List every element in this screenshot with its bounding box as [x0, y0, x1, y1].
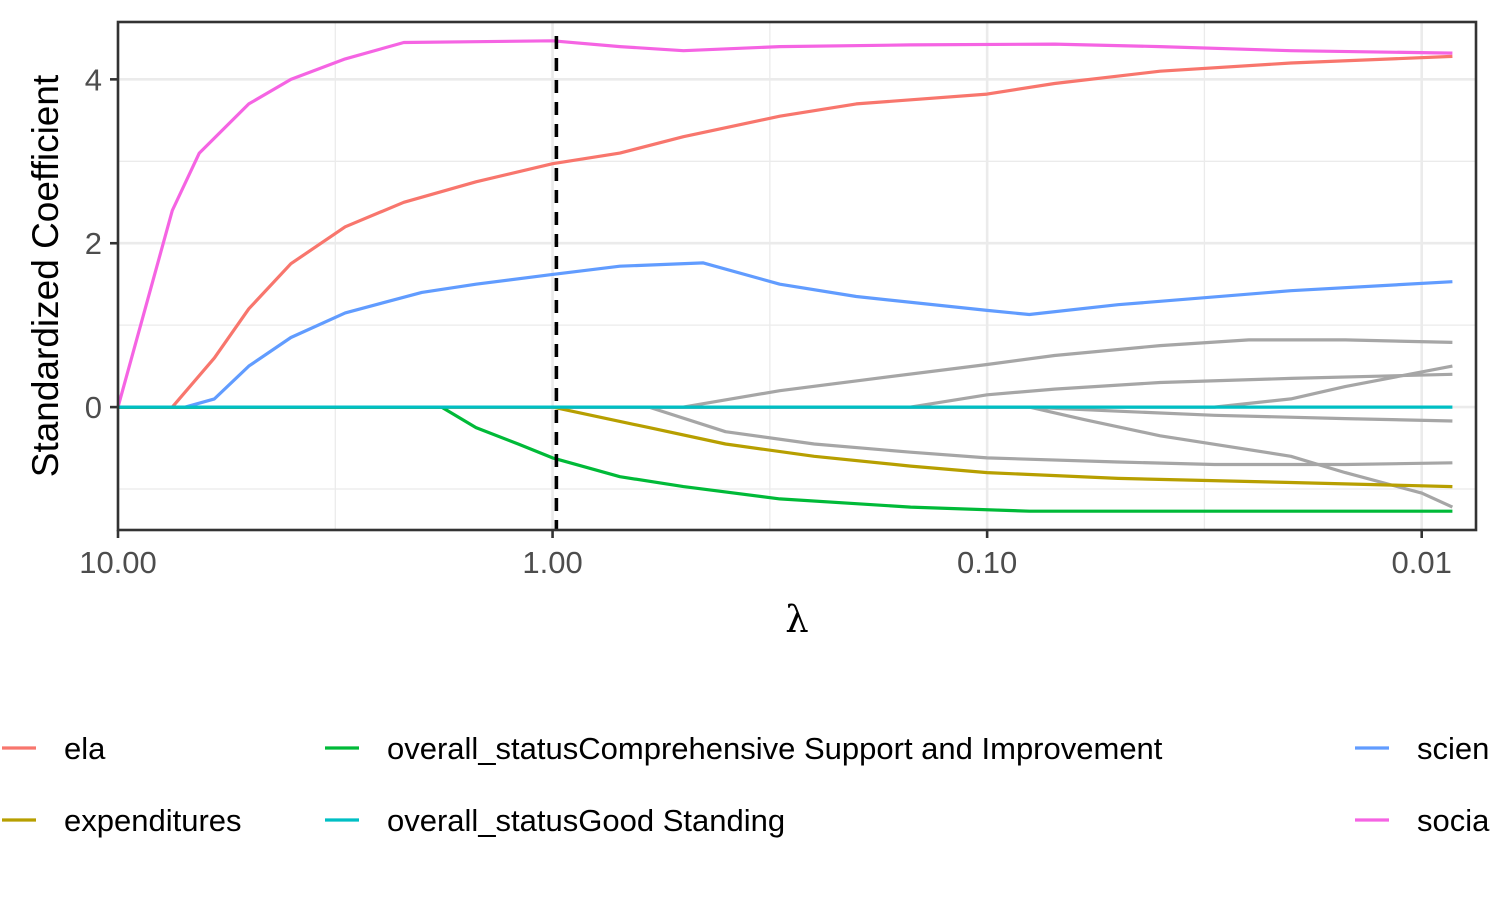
- legend-label: scien: [1417, 731, 1489, 766]
- legend-label: socia: [1417, 803, 1490, 838]
- series-line-science: [118, 261, 1453, 409]
- legend: ela expenditures overall_statusComprehensi…: [2, 731, 1490, 838]
- series-line-social: [116, 39, 1453, 408]
- legend-label: overall_statusComprehensive Support and …: [387, 731, 1163, 766]
- panel-border: [116, 20, 1478, 532]
- axis-layer: 10.00 1.00 0.10 0.01 0 2 4: [79, 62, 1452, 580]
- series-line-unlabeled: [118, 364, 1453, 409]
- series-line-unlabeled: [118, 405, 1454, 509]
- series-layer: [116, 39, 1454, 513]
- grid-minor: [118, 22, 1476, 530]
- series-line-unlabeled: [118, 338, 1453, 409]
- series-line-unlabeled: [118, 405, 1453, 467]
- y-tick-label: 2: [85, 226, 102, 261]
- legend-label: overall_statusGood Standing: [387, 803, 785, 838]
- legend-label: expenditures: [64, 803, 242, 838]
- y-tick-label: 4: [85, 62, 102, 97]
- x-tick-label: 0.10: [957, 545, 1017, 580]
- x-tick-label: 10.00: [79, 545, 157, 580]
- x-tick-label: 1.00: [522, 545, 582, 580]
- series-line-overall-statuscomprehensive-support-and-improvement: [118, 405, 1453, 513]
- y-axis-title: Standardized Coefficient: [25, 74, 66, 477]
- y-tick-label: 0: [85, 390, 102, 425]
- series-line-expenditures: [118, 405, 1453, 489]
- x-tick-label: 0.01: [1392, 545, 1452, 580]
- legend-label: ela: [64, 731, 106, 766]
- series-line-ela: [118, 54, 1453, 409]
- series-line-unlabeled: [118, 405, 1453, 423]
- x-axis-title: λ: [785, 598, 808, 641]
